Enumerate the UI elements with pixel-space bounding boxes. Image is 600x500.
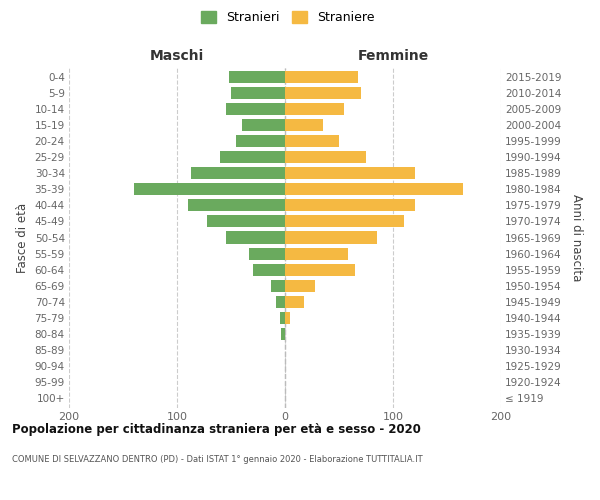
Bar (285, 312, 290, 324)
Bar (271, 280, 285, 291)
Bar (280, 312, 285, 324)
Text: Popolazione per cittadinanza straniera per età e sesso - 2020: Popolazione per cittadinanza straniera p… (12, 422, 421, 436)
Bar (285, 232, 377, 243)
Bar (277, 296, 285, 308)
Bar (207, 216, 285, 228)
Bar (285, 264, 355, 276)
Bar (281, 328, 285, 340)
Bar (285, 103, 344, 115)
Bar (231, 87, 285, 99)
Bar (285, 136, 339, 147)
Text: COMUNE DI SELVAZZANO DENTRO (PD) - Dati ISTAT 1° gennaio 2020 - Elaborazione TUT: COMUNE DI SELVAZZANO DENTRO (PD) - Dati … (12, 455, 422, 464)
Bar (242, 119, 285, 132)
Bar (250, 248, 285, 260)
Y-axis label: Anni di nascita: Anni di nascita (570, 194, 583, 281)
Bar (226, 103, 285, 115)
Bar (285, 216, 404, 228)
Bar (285, 71, 358, 83)
Bar (285, 248, 347, 260)
Bar (236, 136, 285, 147)
Bar (229, 71, 285, 83)
Bar (285, 87, 361, 99)
Bar (188, 200, 285, 211)
Bar (285, 296, 304, 308)
Legend: Stranieri, Straniere: Stranieri, Straniere (196, 6, 380, 29)
Bar (285, 168, 415, 179)
Text: Maschi: Maschi (150, 48, 204, 62)
Bar (134, 184, 285, 196)
Bar (191, 168, 285, 179)
Bar (285, 152, 366, 164)
Bar (285, 184, 463, 196)
Y-axis label: Fasce di età: Fasce di età (16, 202, 29, 272)
Bar (226, 232, 285, 243)
Text: Femmine: Femmine (358, 48, 428, 62)
Bar (285, 280, 315, 291)
Bar (285, 200, 415, 211)
Bar (253, 264, 285, 276)
Bar (220, 152, 285, 164)
Bar (285, 119, 323, 132)
